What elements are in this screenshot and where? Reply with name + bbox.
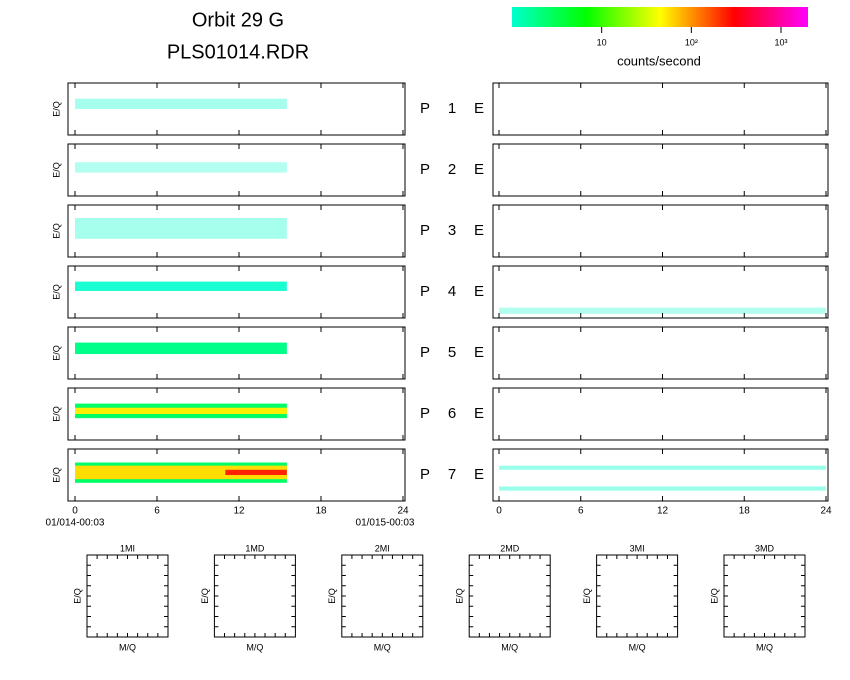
colorbar xyxy=(512,7,808,27)
mass-frame xyxy=(341,554,424,638)
row-label: P xyxy=(420,222,430,239)
mass-frame xyxy=(596,554,679,638)
row-label: P xyxy=(420,344,430,361)
row-label: P xyxy=(420,283,430,300)
row-label: P xyxy=(420,161,430,178)
colorbar-label: counts/second xyxy=(617,53,701,68)
mass-ylabel: E/Q xyxy=(582,588,592,604)
band xyxy=(225,469,287,475)
panel-frame xyxy=(492,387,829,441)
panel-frame xyxy=(67,387,406,441)
colorbar-tick-label: 10³ xyxy=(774,37,787,47)
mass-xlabel: M/Q xyxy=(119,642,136,652)
panel-frame xyxy=(492,82,829,136)
colorbar-tick-label: 10² xyxy=(685,37,698,47)
row-right-label: E xyxy=(474,344,484,361)
mass-ylabel: E/Q xyxy=(200,588,210,604)
row-id: 7 xyxy=(448,466,456,483)
x-tick-label: 24 xyxy=(820,506,832,517)
mass-xlabel: M/Q xyxy=(629,642,646,652)
y-axis-label: E/Q xyxy=(51,406,61,422)
panel-frame xyxy=(67,143,406,197)
row-id: 6 xyxy=(448,405,456,422)
band xyxy=(499,307,826,314)
row-id: 2 xyxy=(448,161,456,178)
band xyxy=(75,465,287,480)
mass-title: 3MD xyxy=(755,543,775,553)
panel-frame xyxy=(67,326,406,380)
mass-title: 1MI xyxy=(120,543,135,553)
row-right-label: E xyxy=(474,222,484,239)
panel-frame xyxy=(492,265,829,319)
row-right-label: E xyxy=(474,283,484,300)
row-right-label: E xyxy=(474,161,484,178)
band xyxy=(75,281,287,291)
mass-xlabel: M/Q xyxy=(501,642,518,652)
panel-frame xyxy=(67,82,406,136)
mass-title: 2MD xyxy=(500,543,520,553)
mass-frame xyxy=(86,554,169,638)
colorbar-tick-label: 10 xyxy=(597,37,607,47)
mass-ylabel: E/Q xyxy=(72,588,82,604)
row-label: P xyxy=(420,100,430,117)
panel-frame xyxy=(67,448,406,502)
mass-title: 1MD xyxy=(245,543,265,553)
row-id: 3 xyxy=(448,222,456,239)
row-id: 4 xyxy=(448,283,456,300)
y-axis-label: E/Q xyxy=(51,284,61,300)
row-label: P xyxy=(420,466,430,483)
panel-frame xyxy=(492,448,829,502)
panel-frame xyxy=(492,326,829,380)
mass-ylabel: E/Q xyxy=(455,588,465,604)
row-right-label: E xyxy=(474,405,484,422)
mass-xlabel: M/Q xyxy=(756,642,773,652)
row-id: 1 xyxy=(448,100,456,117)
row-id: 5 xyxy=(448,344,456,361)
x-tick-label: 6 xyxy=(578,506,584,517)
mass-ylabel: E/Q xyxy=(327,588,337,604)
x-end-label: 01/015-00:03 xyxy=(356,518,415,529)
band xyxy=(75,407,287,414)
mass-title: 2MI xyxy=(375,543,390,553)
x-tick-label: 18 xyxy=(315,506,327,517)
x-tick-label: 18 xyxy=(739,506,751,517)
y-axis-label: E/Q xyxy=(51,345,61,361)
mass-ylabel: E/Q xyxy=(709,588,719,604)
panel-frame xyxy=(492,204,829,258)
band xyxy=(499,465,826,470)
mass-frame xyxy=(723,554,806,638)
title: Orbit 29 G xyxy=(192,9,284,31)
band xyxy=(75,162,287,173)
y-axis-label: E/Q xyxy=(51,467,61,483)
panel-frame xyxy=(492,143,829,197)
x-start-label: 01/014-00:03 xyxy=(46,518,105,529)
band xyxy=(75,98,287,109)
x-tick-label: 12 xyxy=(657,506,669,517)
mass-frame xyxy=(468,554,551,638)
y-axis-label: E/Q xyxy=(51,101,61,117)
x-tick-label: 0 xyxy=(496,506,502,517)
x-tick-label: 24 xyxy=(397,506,409,517)
panel-frame xyxy=(67,204,406,258)
row-label: P xyxy=(420,405,430,422)
mass-title: 3MI xyxy=(630,543,645,553)
mass-xlabel: M/Q xyxy=(374,642,391,652)
panel-frame xyxy=(67,265,406,319)
mass-frame xyxy=(213,554,296,638)
row-right-label: E xyxy=(474,100,484,117)
y-axis-label: E/Q xyxy=(51,162,61,178)
band xyxy=(75,218,287,239)
band xyxy=(499,486,826,491)
x-tick-label: 6 xyxy=(154,506,160,517)
mass-xlabel: M/Q xyxy=(246,642,263,652)
x-tick-label: 0 xyxy=(72,506,78,517)
x-tick-label: 12 xyxy=(233,506,245,517)
band xyxy=(75,342,287,355)
y-axis-label: E/Q xyxy=(51,223,61,239)
subtitle: PLS01014.RDR xyxy=(167,41,309,63)
row-right-label: E xyxy=(474,466,484,483)
